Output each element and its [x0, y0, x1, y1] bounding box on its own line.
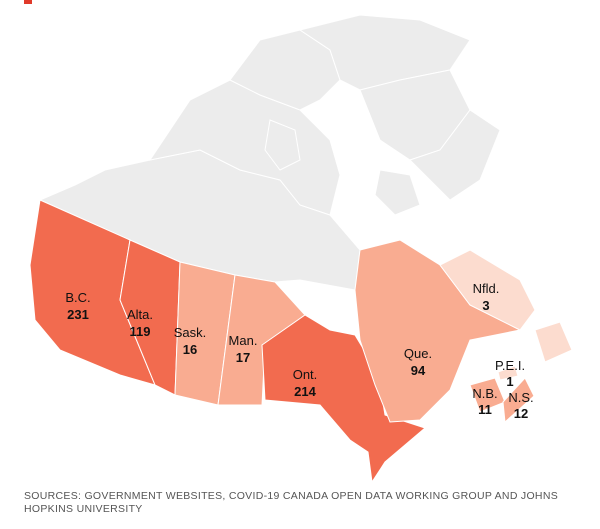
- region-name: Man.: [229, 333, 258, 348]
- territories: [38, 14, 501, 291]
- case-count: 17: [236, 350, 250, 365]
- region-name: P.E.I.: [495, 358, 525, 373]
- province: [261, 314, 427, 484]
- region-name: Nfld.: [473, 281, 500, 296]
- case-count: 231: [67, 307, 89, 322]
- province: [502, 377, 535, 424]
- case-count: 16: [183, 342, 197, 357]
- province: [534, 321, 573, 363]
- provinces: [29, 199, 573, 484]
- map: B.C.231 Alta.119 Sask.16 Man.17 Ont.214 …: [24, 0, 573, 484]
- case-count: 214: [294, 384, 316, 399]
- case-count: 119: [130, 324, 151, 339]
- logo-mark: [24, 0, 32, 4]
- source-note: SOURCES: GOVERNMENT WEBSITES, COVID-19 C…: [24, 490, 559, 515]
- case-count: 1: [506, 374, 513, 389]
- region-name: N.B.: [472, 386, 497, 401]
- province: [119, 239, 181, 396]
- case-count: 3: [482, 298, 489, 313]
- province: [497, 365, 519, 381]
- region-name: N.S.: [508, 390, 533, 405]
- region-name: B.C.: [65, 290, 90, 305]
- region-name: Alta.: [127, 307, 153, 322]
- province: [439, 249, 536, 331]
- case-count: 12: [514, 406, 528, 421]
- region-name: Que.: [404, 346, 432, 361]
- region-name: Ont.: [293, 367, 318, 382]
- labels: B.C.231 Alta.119 Sask.16 Man.17 Ont.214 …: [65, 281, 533, 421]
- case-count: 94: [411, 363, 426, 378]
- region-name: Sask.: [174, 325, 207, 340]
- case-count: 11: [478, 402, 492, 417]
